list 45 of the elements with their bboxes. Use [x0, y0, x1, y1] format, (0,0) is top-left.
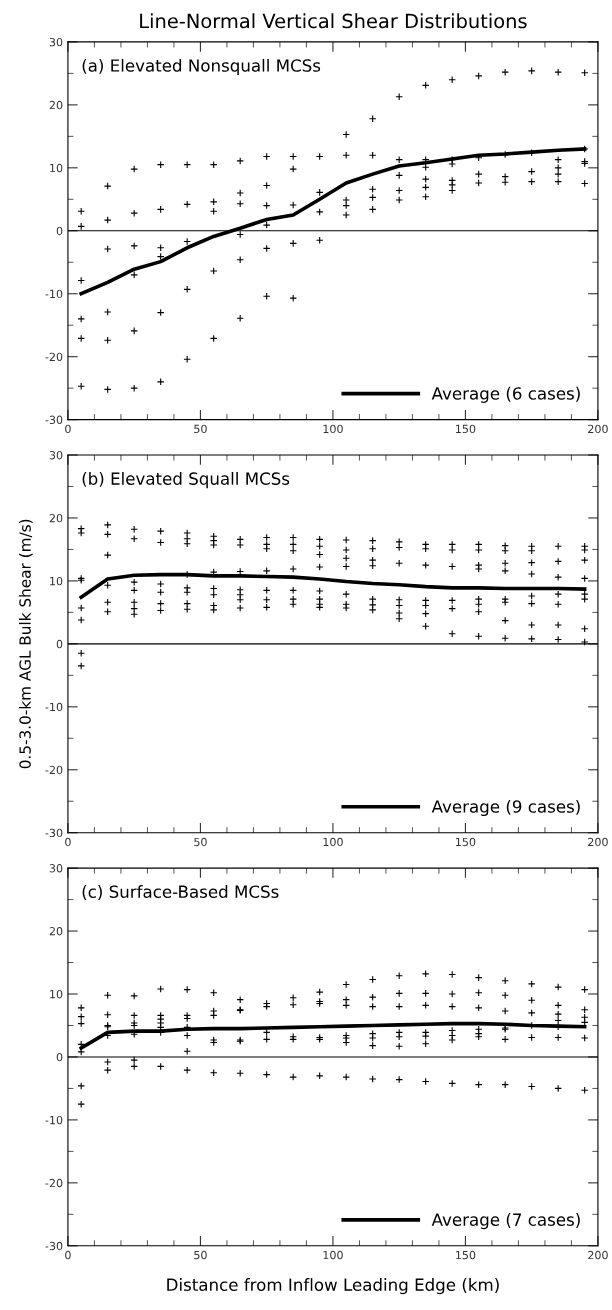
x-tick-label: 100: [323, 424, 343, 434]
y-tick-label: 20: [49, 513, 63, 523]
y-tick-label: 10: [50, 576, 63, 586]
y-tick-label: -20: [45, 1178, 63, 1188]
y-tick-label: -10: [45, 1115, 63, 1125]
y-tick-label: -30: [45, 415, 63, 425]
y-axis-title: 0.5-3.0-km AGL Bulk Shear (m/s): [19, 519, 33, 769]
y-tick-label: -20: [45, 352, 63, 362]
x-tick-label: 0: [65, 424, 71, 434]
legend-label: Average (9 cases): [431, 799, 580, 817]
y-tick-label: -20: [45, 765, 63, 775]
y-tick-label: 30: [49, 864, 63, 873]
y-tick-label: 0: [56, 226, 63, 236]
x-tick-label: 50: [194, 1250, 207, 1260]
y-tick-label: -10: [45, 702, 63, 712]
x-tick-label: 50: [194, 837, 207, 847]
x-tick-label: 100: [323, 837, 343, 847]
y-tick-label: 30: [49, 450, 63, 460]
x-tick-label: 200: [588, 1250, 608, 1260]
y-tick-label: 20: [49, 100, 63, 110]
chart-title: Line-Normal Vertical Shear Distributions: [140, 13, 527, 29]
legend-label: Average (7 cases): [431, 1213, 580, 1230]
annotation: (b) Elevated Squall MCSs: [82, 472, 290, 489]
annotation: (a) Elevated Nonsquall MCSs: [82, 58, 321, 76]
x-tick-label: 150: [456, 1250, 476, 1260]
x-axis-title: Distance from Inflow Leading Edge (km): [167, 1278, 499, 1295]
x-tick-label: 200: [588, 424, 608, 434]
y-tick-label: 30: [49, 37, 63, 47]
y-tick-label: 10: [50, 163, 63, 173]
y-tick-label: -30: [45, 1241, 63, 1251]
x-tick-label: 150: [456, 424, 476, 434]
x-tick-label: 200: [588, 837, 608, 847]
annotation: (c) Surface-Based MCSs: [82, 885, 279, 900]
legend-label: Average (6 cases): [431, 386, 580, 403]
x-tick-label: 150: [456, 837, 476, 847]
y-tick-label: 0: [56, 639, 63, 649]
x-tick-label: 0: [65, 1250, 71, 1260]
x-tick-label: 50: [194, 424, 207, 434]
y-tick-label: 0: [56, 1052, 63, 1062]
y-tick-label: -10: [45, 289, 63, 299]
y-tick-label: 20: [49, 927, 63, 936]
y-tick-label: 10: [50, 989, 63, 999]
x-tick-label: 0: [65, 837, 71, 847]
x-tick-label: 100: [323, 1250, 343, 1260]
y-tick-label: -30: [45, 828, 63, 838]
